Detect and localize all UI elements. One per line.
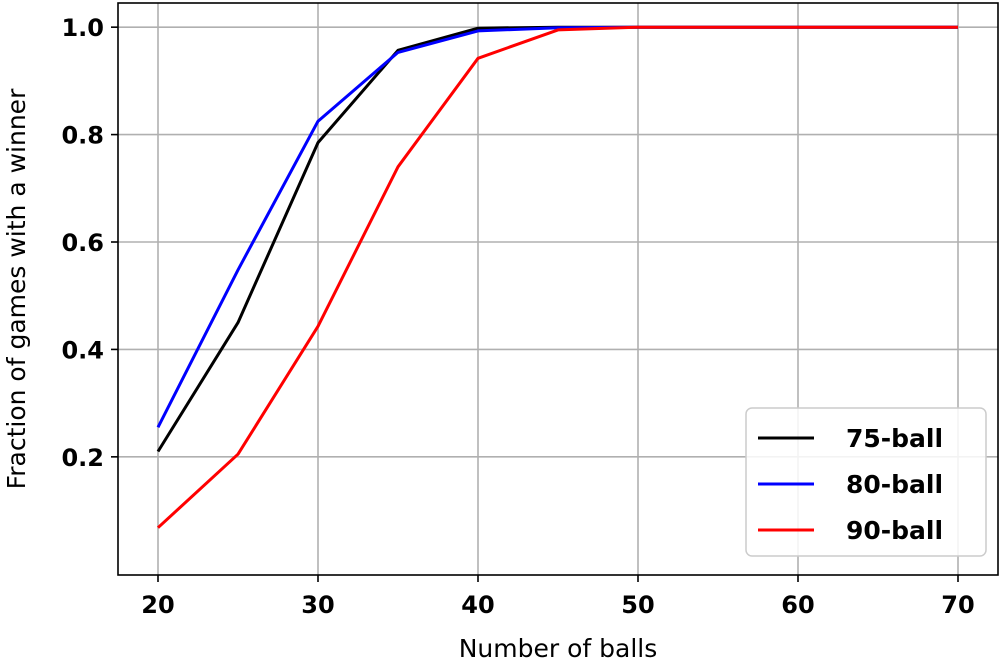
y-axis-label: Fraction of games with a winner: [2, 88, 31, 489]
legend-label: 90-ball: [846, 516, 943, 545]
plot-frame: [117, 2, 999, 576]
y-tick-label: 0.4: [61, 336, 104, 364]
y-tick-label: 0.6: [61, 229, 104, 257]
legend-label: 75-ball: [846, 424, 943, 453]
legend: 75-ball 80-ball 90-ball: [745, 407, 987, 557]
series-line-90-ball: [156, 25, 958, 529]
x-tick-label: 70: [941, 591, 974, 619]
y-tick-label: 1.0: [61, 14, 104, 42]
series-line-80-ball: [156, 25, 958, 428]
y-tick-label: 0.2: [61, 444, 104, 472]
x-tick-label: 60: [781, 591, 814, 619]
y-tick-label: 0.8: [61, 122, 104, 150]
x-axis-label: Number of balls: [459, 634, 658, 663]
x-tick-label: 40: [461, 591, 494, 619]
x-tick-label: 20: [141, 591, 174, 619]
grid-lines: [118, 3, 998, 575]
series-lines: [156, 25, 958, 529]
axis-ticks: 20 30 40 50 60 70 0.2 0.4 0.6 0.8 1.0: [61, 14, 974, 619]
x-tick-label: 30: [301, 591, 334, 619]
legend-box: [745, 407, 987, 557]
legend-label: 80-ball: [846, 470, 943, 499]
x-tick-label: 50: [621, 591, 654, 619]
